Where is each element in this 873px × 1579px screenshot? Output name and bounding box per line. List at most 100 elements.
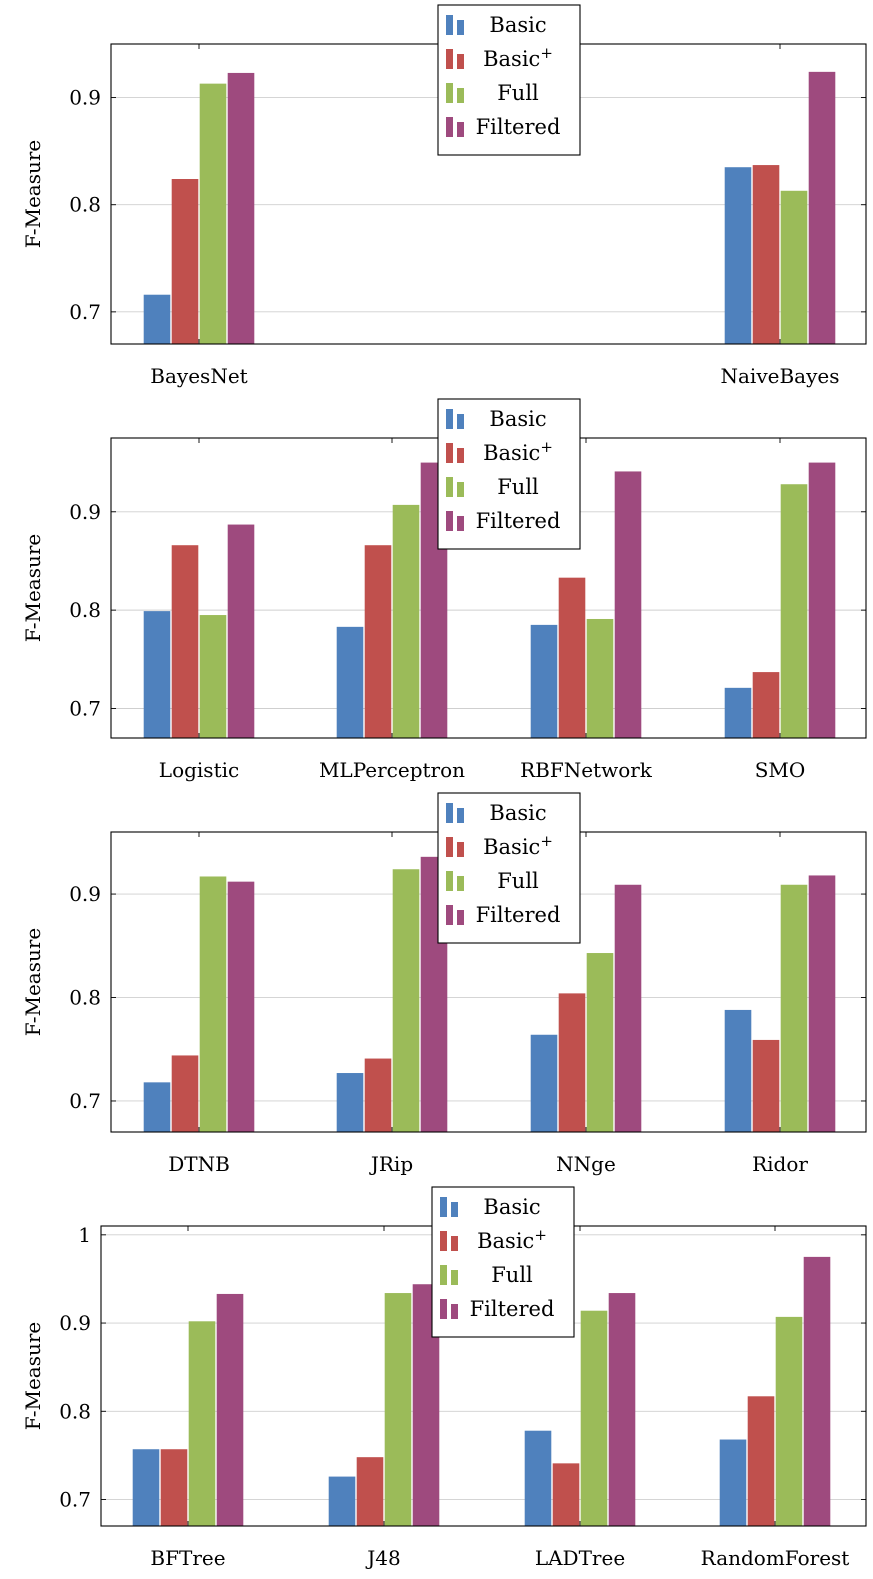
bar-full bbox=[587, 953, 614, 1132]
bar-basic-plus bbox=[559, 578, 586, 738]
bar-basic bbox=[144, 295, 171, 344]
y-tick-label: 0.7 bbox=[59, 1488, 91, 1512]
category-label: BayesNet bbox=[150, 364, 247, 388]
legend-swatch bbox=[446, 511, 453, 531]
legend-swatch bbox=[457, 482, 464, 497]
legend-swatch bbox=[457, 842, 464, 857]
bar-full bbox=[200, 876, 227, 1132]
bar-basic-plus bbox=[553, 1463, 580, 1526]
bar-basic-plus bbox=[172, 545, 199, 738]
legend-swatch bbox=[446, 117, 453, 137]
bar-basic bbox=[144, 1082, 171, 1132]
bar-full bbox=[393, 505, 420, 738]
y-tick-label: 0.8 bbox=[69, 598, 101, 622]
legend-label: Basic bbox=[483, 1195, 540, 1219]
y-axis-label: F-Measure bbox=[21, 1322, 45, 1431]
bar-filtered bbox=[609, 1293, 636, 1526]
bar-group-bayesnet bbox=[144, 73, 255, 344]
bar-basic-plus bbox=[559, 993, 586, 1132]
bar-full bbox=[189, 1321, 216, 1526]
bar-basic-plus bbox=[753, 672, 780, 738]
legend-swatch bbox=[446, 409, 453, 429]
category-label: LADTree bbox=[535, 1546, 625, 1570]
bar-filtered bbox=[228, 882, 255, 1132]
legend-swatch bbox=[457, 20, 464, 35]
legend-swatch bbox=[440, 1265, 447, 1285]
bar-basic bbox=[144, 611, 171, 738]
bar-filtered bbox=[217, 1294, 244, 1526]
category-label: RandomForest bbox=[701, 1546, 850, 1570]
chart-panel-2: 0.7 0.8 0.9 Logistic MLPerceptron RBFNetwork S… bbox=[21, 399, 866, 782]
legend-label: Basic bbox=[489, 407, 546, 431]
bar-basic-plus bbox=[172, 1055, 199, 1132]
y-axis-label: F-Measure bbox=[21, 140, 45, 249]
bar-basic-plus bbox=[365, 1059, 392, 1132]
legend-swatch bbox=[457, 414, 464, 429]
bar-filtered bbox=[228, 525, 255, 738]
y-axis-label: F-Measure bbox=[21, 928, 45, 1037]
legend-label: Filtered bbox=[470, 1297, 555, 1321]
legend-label: Filtered bbox=[476, 115, 561, 139]
bar-full bbox=[393, 869, 420, 1132]
legend-swatch bbox=[446, 83, 453, 103]
legend-swatch bbox=[446, 871, 453, 891]
y-tick-label: 0.7 bbox=[69, 696, 101, 720]
y-tick-label: 0.8 bbox=[69, 193, 101, 217]
bar-basic bbox=[329, 1477, 356, 1526]
legend: Basic Basic+ Full Filtered bbox=[438, 5, 580, 155]
bar-group-ridor bbox=[725, 875, 836, 1132]
y-tick-label: 0.9 bbox=[69, 86, 101, 110]
bar-basic-plus bbox=[357, 1457, 384, 1526]
legend-swatch bbox=[446, 15, 453, 35]
legend-label: Full bbox=[497, 475, 539, 499]
y-tick-label: 0.7 bbox=[69, 1089, 101, 1113]
legend-swatch bbox=[457, 122, 464, 137]
bar-basic bbox=[133, 1449, 160, 1526]
bar-basic bbox=[531, 625, 558, 738]
bar-full bbox=[776, 1317, 803, 1526]
category-label: NaiveBayes bbox=[721, 364, 840, 388]
legend-swatch bbox=[446, 837, 453, 857]
legend-label: Full bbox=[497, 869, 539, 893]
bar-group-randomforest bbox=[720, 1257, 831, 1526]
legend-label: Full bbox=[491, 1263, 533, 1287]
legend-label: Basic bbox=[489, 13, 546, 37]
bar-filtered bbox=[615, 471, 642, 738]
bar-basic bbox=[725, 1010, 752, 1132]
bar-filtered bbox=[809, 875, 836, 1132]
bar-basic-plus bbox=[753, 1040, 780, 1132]
bar-group-naivebayes bbox=[725, 72, 836, 344]
legend-swatch bbox=[446, 49, 453, 69]
category-label: SMO bbox=[755, 758, 806, 782]
bar-group-smo bbox=[725, 463, 836, 738]
legend-swatch bbox=[440, 1197, 447, 1217]
legend-label: Full bbox=[497, 81, 539, 105]
bar-basic-plus bbox=[172, 179, 199, 344]
legend-swatch bbox=[446, 905, 453, 925]
bar-group-j48 bbox=[329, 1284, 440, 1526]
bar-filtered bbox=[809, 72, 836, 344]
y-tick-label: 0.7 bbox=[69, 300, 101, 324]
legend-swatch bbox=[457, 448, 464, 463]
category-label: RBFNetwork bbox=[520, 758, 653, 782]
bar-full bbox=[781, 484, 808, 738]
y-tick-label: 0.9 bbox=[59, 1311, 91, 1335]
legend-swatch bbox=[446, 803, 453, 823]
legend-swatch bbox=[446, 443, 453, 463]
category-label: NNge bbox=[556, 1152, 616, 1176]
bar-basic-plus bbox=[161, 1449, 188, 1526]
category-label: Ridor bbox=[752, 1152, 808, 1176]
category-label: MLPerceptron bbox=[319, 758, 465, 782]
category-label: Logistic bbox=[159, 758, 239, 782]
y-tick-label: 0.9 bbox=[69, 500, 101, 524]
bar-basic bbox=[720, 1440, 747, 1526]
bar-basic bbox=[337, 1073, 364, 1132]
category-label: BFTree bbox=[150, 1546, 225, 1570]
bar-full bbox=[200, 84, 227, 344]
bar-filtered bbox=[809, 463, 836, 738]
bar-basic bbox=[531, 1035, 558, 1132]
legend: Basic Basic+ Full Filtered bbox=[438, 399, 580, 549]
category-label: JRip bbox=[369, 1152, 413, 1176]
legend-swatch bbox=[457, 54, 464, 69]
